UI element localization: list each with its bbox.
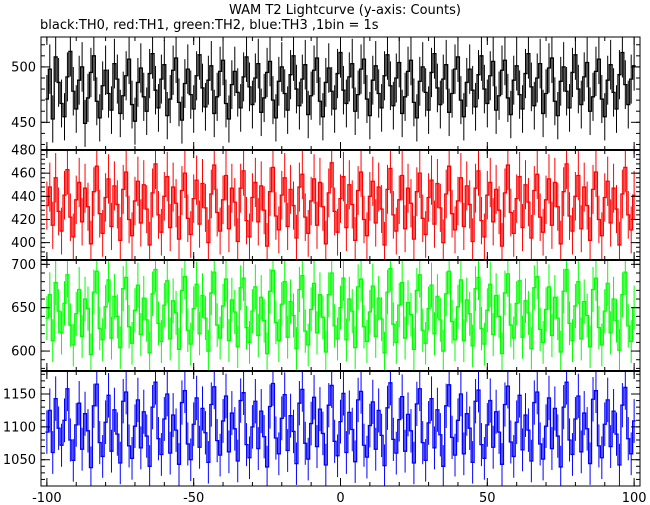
y-tick-label: 440	[11, 190, 36, 205]
series-line-th3	[45, 381, 636, 469]
panel-th3: 1050 1100 1150	[3, 370, 641, 487]
y-tick-label: 1100	[3, 420, 36, 435]
x-tick-label: 50	[479, 491, 496, 505]
x-axis: -100 -50 0 50 100	[32, 491, 646, 505]
y-tick-label: 600	[11, 345, 36, 360]
chart-title: WAM T2 Lightcurve (y-axis: Counts)	[229, 3, 461, 18]
y-tick-label: 1150	[3, 388, 36, 403]
y-tick-label: 700	[11, 258, 36, 273]
error-bars-th1	[46, 150, 635, 260]
error-bars-th2	[46, 260, 635, 371]
series-line-th1	[45, 162, 636, 247]
y-tick-label: 460	[11, 167, 36, 182]
y-tick-label: 500	[11, 60, 36, 75]
y-tick-label: 1050	[3, 453, 36, 468]
series-line-th2	[45, 268, 636, 356]
y-tick-label: 480	[11, 144, 36, 159]
x-tick-label: -50	[183, 491, 204, 505]
panel-th2: 600 650 700	[11, 258, 641, 372]
x-tick-label: 100	[622, 491, 647, 505]
y-tick-label: 420	[11, 213, 36, 228]
x-tick-label: 0	[336, 491, 344, 505]
series-line-th0	[45, 50, 636, 125]
y-tick-label: 450	[11, 116, 36, 131]
panel-th0: 450 500	[11, 36, 641, 151]
x-tick-label: -100	[32, 491, 62, 505]
error-bars-th0	[46, 37, 635, 147]
error-bars-th3	[46, 371, 635, 486]
y-tick-label: 650	[11, 301, 36, 316]
panels: 450 500 400 420 440 460 480 600 650 700 1050 1100 11…	[3, 36, 641, 487]
panel-th1: 400 420 440 460 480	[11, 144, 641, 261]
chart-subtitle: black:TH0, red:TH1, green:TH2, blue:TH3 …	[40, 18, 379, 33]
y-tick-label: 400	[11, 236, 36, 251]
